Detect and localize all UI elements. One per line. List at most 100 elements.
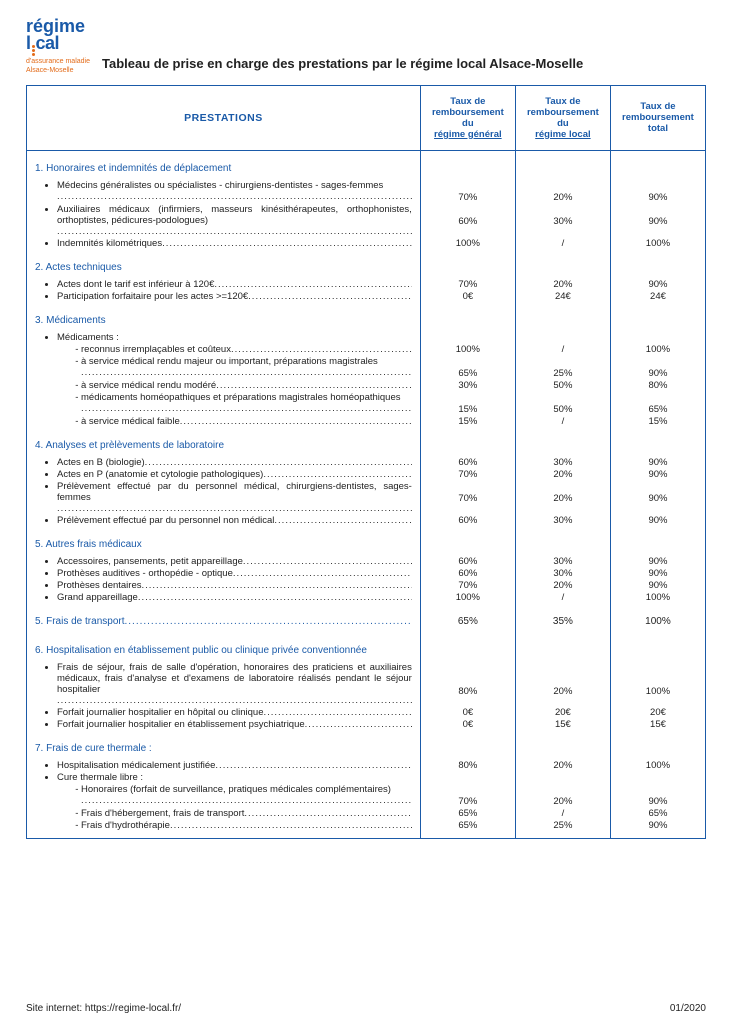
val-general: 70%: [420, 469, 515, 481]
val-local: /: [515, 238, 610, 250]
logo: régime lcal d'assurance maladie Alsace-M…: [26, 18, 90, 75]
val-local: 20%: [515, 784, 610, 808]
val-general: 70%: [420, 279, 515, 291]
val-total: 100%: [610, 592, 705, 604]
val-local: [515, 332, 610, 344]
prestation-label: Grand appareillage: [27, 592, 421, 604]
document-title: Tableau de prise en charge des prestatio…: [102, 56, 706, 75]
list-item: Actes en P (anatomie et cytologie pathol…: [57, 469, 412, 480]
prestation-label: Médecins généralistes ou spécialistes - …: [27, 180, 421, 204]
prestation-label: Frais d'hébergement, frais de transport: [27, 808, 421, 820]
val-total: 90%: [610, 820, 705, 839]
prestation-label: Prothèses dentaires: [27, 580, 421, 592]
val-total: 20€: [610, 707, 705, 719]
prestation-label: à service médical faible: [27, 416, 421, 428]
logo-sub2: Alsace-Moselle: [26, 67, 90, 74]
document-page: régime lcal d'assurance maladie Alsace-M…: [0, 0, 732, 1024]
val-general: 0€: [420, 291, 515, 303]
list-item: Frais d'hébergement, frais de transport: [81, 808, 412, 819]
list-item: Prothèses auditives - orthopédie - optiq…: [57, 568, 412, 579]
val-general: 70%: [420, 580, 515, 592]
prestation-label: Médicaments :: [27, 332, 421, 344]
val-local: 30%: [515, 515, 610, 527]
prestation-label: Prélèvement effectué par du personnel mé…: [27, 481, 421, 515]
val-general: 60%: [420, 457, 515, 469]
val-general: 100%: [420, 344, 515, 356]
list-item: Forfait journalier hospitalier en hôpita…: [57, 707, 412, 718]
val-general: 70%: [420, 180, 515, 204]
col-general: Taux de remboursement du régime général: [420, 85, 515, 150]
prestation-label: Indemnités kilométriques: [27, 238, 421, 250]
val-local: 50%: [515, 392, 610, 416]
val-local: 20%: [515, 760, 610, 772]
val-total: 15%: [610, 416, 705, 428]
val-total: 90%: [610, 515, 705, 527]
list-item: médicaments homéopathiques et préparatio…: [81, 392, 412, 414]
logo-line2-b: cal: [36, 33, 60, 53]
val-general: 15%: [420, 392, 515, 416]
val-local: 20%: [515, 279, 610, 291]
section-title: 2. Actes techniques: [35, 250, 412, 279]
list-item: Frais de séjour, frais de salle d'opérat…: [57, 662, 412, 706]
val-local: 24€: [515, 291, 610, 303]
val-local: 20%: [515, 481, 610, 515]
section-title: 3. Médicaments: [35, 303, 412, 332]
list-item: Accessoires, pansements, petit appareill…: [57, 556, 412, 567]
val-general: 100%: [420, 592, 515, 604]
footer: Site internet: https://regime-local.fr/ …: [26, 1003, 706, 1014]
list-item: Indemnités kilométriques: [57, 238, 412, 249]
list-item: Hospitalisation médicalement justifiée: [57, 760, 412, 771]
val-total: 100%: [610, 760, 705, 772]
val-total: 90%: [610, 469, 705, 481]
col-total: Taux de remboursement total: [610, 85, 705, 150]
prestation-label: Cure thermale libre :: [27, 772, 421, 784]
list-item: Actes en B (biologie): [57, 457, 412, 468]
prestation-label: médicaments homéopathiques et préparatio…: [27, 392, 421, 416]
section-title: 1. Honoraires et indemnités de déplaceme…: [35, 151, 412, 180]
val-local: 30%: [515, 204, 610, 238]
val-local: 25%: [515, 356, 610, 380]
section-title: 4. Analyses et prèlèvements de laboratoi…: [35, 428, 412, 457]
list-item: reconnus irremplaçables et coûteux: [81, 344, 412, 355]
section-title: 6. Hospitalisation en établissement publ…: [35, 633, 412, 662]
list-item: Prélèvement effectué par du personnel no…: [57, 515, 412, 526]
val-total: 90%: [610, 356, 705, 380]
val-local: 30%: [515, 457, 610, 469]
list-item: Forfait journalier hospitalier en établi…: [57, 719, 412, 730]
footer-url: Site internet: https://regime-local.fr/: [26, 1003, 181, 1014]
list-item: Prothèses dentaires: [57, 580, 412, 591]
val-total: 65%: [610, 392, 705, 416]
section-title: 5. Autres frais médicaux: [35, 527, 412, 556]
val-total: 90%: [610, 457, 705, 469]
val-local: 25%: [515, 820, 610, 839]
val-local: 20%: [515, 180, 610, 204]
val-general: 70%: [420, 481, 515, 515]
val-total: 90%: [610, 481, 705, 515]
val-total: 90%: [610, 180, 705, 204]
val-general: 0€: [420, 707, 515, 719]
prestation-label: Participation forfaitaire pour les actes…: [27, 291, 421, 303]
prestation-label: reconnus irremplaçables et coûteux: [27, 344, 421, 356]
prestation-label: Forfait journalier hospitalier en établi…: [27, 719, 421, 731]
prestation-label: Forfait journalier hospitalier en hôpita…: [27, 707, 421, 719]
table-body: 1. Honoraires et indemnités de déplaceme…: [27, 150, 706, 838]
prestation-label: Frais d'hydrothérapie: [27, 820, 421, 839]
prestation-label: Honoraires (forfait de surveillance, pra…: [27, 784, 421, 808]
prestation-label: Prélèvement effectué par du personnel no…: [27, 515, 421, 527]
prestation-label: Auxiliaires médicaux (infirmiers, masseu…: [27, 204, 421, 238]
val-local: 30%: [515, 556, 610, 568]
val-total: 90%: [610, 556, 705, 568]
val-local: 50%: [515, 380, 610, 392]
val-total: 100%: [610, 662, 705, 707]
list-item: Médecins généralistes ou spécialistes - …: [57, 180, 412, 202]
prestation-label: Hospitalisation médicalement justifiée: [27, 760, 421, 772]
val-local: 15€: [515, 719, 610, 731]
list-item: à service médical rendu modéré: [81, 380, 412, 391]
logo-line2: lcal: [26, 35, 90, 56]
section-title: 5. Frais de transport: [35, 604, 412, 633]
list-item: Médicaments :: [57, 332, 412, 343]
prestations-table: PRESTATIONS Taux de remboursement du rég…: [26, 85, 706, 839]
val-total: 100%: [610, 238, 705, 250]
list-item: Honoraires (forfait de surveillance, pra…: [81, 784, 412, 806]
list-item: à service médical faible: [81, 416, 412, 427]
